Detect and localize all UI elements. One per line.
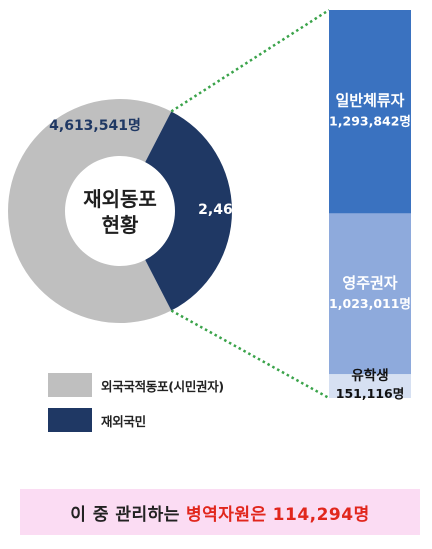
bar-label-1: 일반체류자 [335, 92, 404, 110]
legend-label-nationals-abroad: 재외국민 [101, 413, 146, 429]
legend-item-foreign-nationals: 외국국적동포(시민권자) [48, 373, 224, 397]
donut-slice-foreign-nationals [8, 98, 172, 323]
donut-value-foreign-nationals: 4,613,541명 [49, 117, 141, 134]
bar-label-3: 유학생 [351, 368, 388, 384]
donut-chart [8, 98, 233, 323]
connector-lines [170, 8, 330, 400]
donut-slice-nationals-abroad [145, 111, 233, 311]
bar-segment-permanent-residents [329, 213, 411, 375]
stacked-bar [329, 10, 411, 398]
bar-value-2: 1,023,011명 [329, 296, 411, 311]
bar-segment-general-residents [329, 10, 411, 214]
donut-value-nationals-abroad: 2,467,969명 [198, 201, 290, 218]
bar-value-3: 151,116명 [336, 386, 404, 401]
summary-amount: 114,294명 [272, 504, 370, 525]
summary-prefix: 이 중 관리하는 [70, 504, 180, 525]
legend-label-foreign-nationals: 외국국적동포(시민권자) [101, 378, 224, 394]
bar-label-2: 영주권자 [342, 274, 397, 292]
bar-value-1: 1,293,842명 [329, 114, 411, 129]
legend-swatch-foreign-nationals [48, 373, 92, 397]
connector-top [170, 8, 330, 113]
summary-highlight: 병역자원은 [185, 504, 267, 525]
donut-title-line-1: 재외동포 [83, 187, 157, 211]
legend-item-nationals-abroad: 재외국민 [48, 408, 146, 432]
summary-banner: 이 중 관리하는 병역자원은 114,294명 [20, 489, 420, 535]
connector-bottom [170, 309, 330, 400]
legend-swatch-nationals-abroad [48, 408, 92, 432]
donut-title-line-2: 현황 [102, 213, 139, 237]
bar-segment-students [329, 374, 411, 398]
